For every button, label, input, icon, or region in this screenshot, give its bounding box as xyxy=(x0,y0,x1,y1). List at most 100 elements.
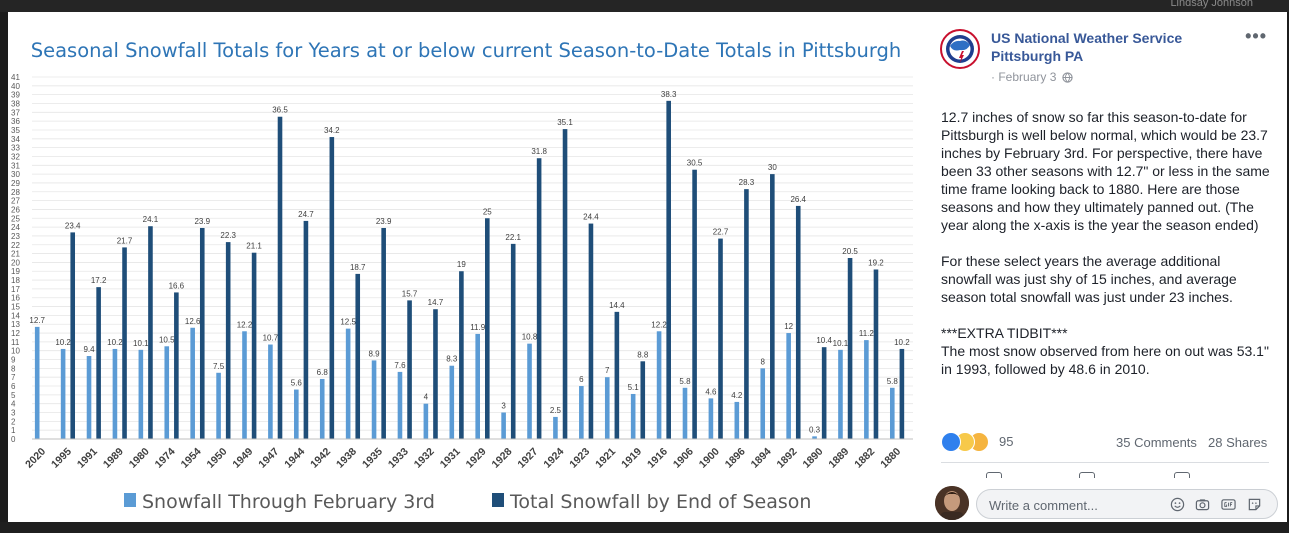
y-tick-label: 8 xyxy=(11,364,16,373)
data-label: 4.6 xyxy=(705,387,717,396)
like-button-icon[interactable] xyxy=(986,472,1002,478)
background-bottom-strip xyxy=(0,522,1289,533)
x-tick-label: 1933 xyxy=(386,446,411,471)
y-tick-label: 32 xyxy=(11,152,20,161)
bar-snowfall-feb3 xyxy=(889,387,895,439)
date-separator: · xyxy=(991,70,995,84)
bar-snowfall-feb3 xyxy=(397,371,403,439)
data-label: 5.6 xyxy=(291,379,303,388)
emoji-icon[interactable] xyxy=(1170,497,1185,512)
bar-snowfall-feb3 xyxy=(579,386,584,439)
x-tick-label: 1896 xyxy=(723,446,748,471)
y-tick-label: 3 xyxy=(11,409,16,418)
y-tick-label: 39 xyxy=(11,91,20,100)
shares-count-link[interactable]: 28 Shares xyxy=(1208,435,1268,450)
snowfall-chart: Seasonal Snowfall Totals for Years at or… xyxy=(11,39,913,513)
y-tick-label: 5 xyxy=(11,391,16,400)
data-label: 18.7 xyxy=(350,263,366,272)
sticker-icon[interactable] xyxy=(1247,497,1262,512)
action-bar xyxy=(941,466,1269,478)
y-tick-label: 41 xyxy=(11,73,20,82)
data-label: 11.9 xyxy=(470,323,486,332)
share-button-icon[interactable] xyxy=(1174,472,1190,478)
legend-label-snowfall-feb3: Snowfall Through February 3rd xyxy=(142,491,435,513)
bar-snowfall-feb3 xyxy=(630,393,636,439)
post-date-text[interactable]: February 3 xyxy=(998,70,1057,84)
data-label: 11.2 xyxy=(859,329,875,338)
post-date[interactable]: · February 3 xyxy=(991,70,1073,84)
bar-total-season xyxy=(666,100,671,440)
x-tick-label: 1929 xyxy=(464,446,489,471)
legend-swatch-snowfall-feb3 xyxy=(124,493,136,507)
data-label: 10.8 xyxy=(522,333,538,342)
y-tick-label: 23 xyxy=(11,232,20,241)
data-label: 38.3 xyxy=(661,90,677,99)
y-tick-label: 13 xyxy=(11,320,20,329)
nws-logo[interactable] xyxy=(940,29,980,69)
comments-count-link[interactable]: 35 Comments xyxy=(1116,435,1197,450)
comment-button-icon[interactable] xyxy=(1079,472,1095,478)
post-panel: US National Weather Service Pittsburgh P… xyxy=(923,12,1287,522)
camera-icon[interactable] xyxy=(1195,497,1210,512)
gif-icon[interactable] xyxy=(1221,497,1236,512)
bar-snowfall-feb3 xyxy=(268,344,273,439)
y-tick-label: 2 xyxy=(11,417,16,426)
x-tick-label: 1890 xyxy=(800,446,825,471)
bar-total-season xyxy=(770,174,775,439)
more-icon[interactable]: ••• xyxy=(1245,26,1267,46)
data-label: 35.1 xyxy=(557,118,573,127)
comment-input[interactable] xyxy=(987,495,1161,515)
data-label: 19 xyxy=(457,260,466,269)
bar-total-season xyxy=(148,226,153,439)
data-label: 16.6 xyxy=(169,281,185,290)
y-tick-label: 9 xyxy=(11,356,16,365)
data-label: 20.5 xyxy=(842,247,858,256)
x-tick-label: 1927 xyxy=(515,446,540,471)
bar-total-season xyxy=(303,220,309,439)
y-tick-label: 29 xyxy=(11,179,20,188)
bar-snowfall-feb3 xyxy=(423,403,429,439)
avatar[interactable] xyxy=(935,486,969,520)
data-label: 10.7 xyxy=(263,334,279,343)
x-tick-label: 1894 xyxy=(749,446,774,471)
x-tick-label: 1923 xyxy=(567,446,592,471)
data-label: 22.1 xyxy=(505,233,521,242)
bar-total-season xyxy=(536,158,542,440)
page-name-link[interactable]: US National Weather Service Pittsburgh P… xyxy=(991,30,1183,64)
data-label: 9.4 xyxy=(83,345,95,354)
bar-total-season xyxy=(251,252,257,439)
bar-total-season xyxy=(96,287,101,439)
data-label: 22.3 xyxy=(220,231,236,240)
bar-total-season xyxy=(329,137,335,439)
bar-snowfall-feb3 xyxy=(864,340,869,439)
reaction-count[interactable]: 95 xyxy=(999,434,1014,449)
x-tick-label: 1900 xyxy=(697,446,722,471)
data-label: 8.9 xyxy=(368,349,380,358)
bar-total-season xyxy=(847,258,853,439)
y-tick-label: 20 xyxy=(11,258,20,267)
y-tick-label: 25 xyxy=(11,214,20,223)
y-tick-label: 19 xyxy=(11,267,20,276)
bar-total-season xyxy=(225,242,231,439)
data-label: 28.3 xyxy=(739,178,755,187)
divider xyxy=(941,462,1269,463)
post-paragraph-2: For these select years the average addit… xyxy=(941,253,1237,305)
post-photo[interactable]: Seasonal Snowfall Totals for Years at or… xyxy=(8,12,923,522)
background-user-name: Lindsay Johnson xyxy=(1170,0,1253,9)
bar-snowfall-feb3 xyxy=(682,387,688,439)
bar-total-season xyxy=(614,311,620,439)
bar-total-season xyxy=(407,300,412,439)
y-tick-label: 27 xyxy=(11,197,20,206)
data-label: 0.3 xyxy=(809,425,821,434)
x-tick-label: 1880 xyxy=(878,446,903,471)
bar-snowfall-feb3 xyxy=(475,333,480,439)
y-tick-label: 33 xyxy=(11,144,20,153)
data-label: 14.7 xyxy=(428,298,444,307)
bar-snowfall-feb3 xyxy=(786,333,791,439)
data-label: 10.5 xyxy=(159,335,175,344)
data-label: 4 xyxy=(424,393,429,402)
comment-box[interactable] xyxy=(976,489,1278,519)
avatar-image xyxy=(935,486,969,520)
data-label: 24.7 xyxy=(298,210,314,219)
y-tick-label: 14 xyxy=(11,311,20,320)
